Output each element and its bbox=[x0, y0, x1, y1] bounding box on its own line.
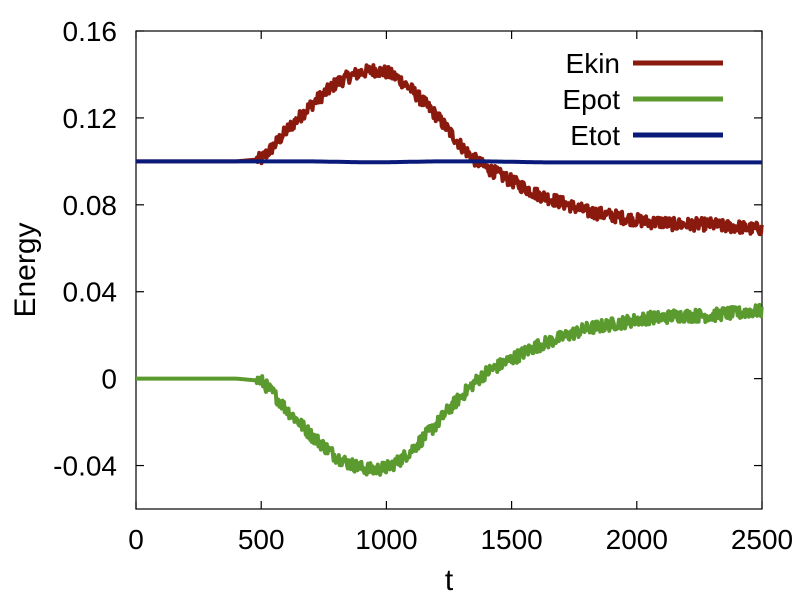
series-layer bbox=[134, 63, 764, 477]
y-tick-label: -0.04 bbox=[53, 451, 117, 482]
series-line-etot bbox=[136, 159, 762, 165]
legend: Ekin Epot Etot bbox=[562, 48, 723, 151]
x-tick-label: 500 bbox=[238, 524, 285, 555]
legend-label-etot: Etot bbox=[570, 120, 620, 151]
x-axis-label: t bbox=[445, 564, 454, 597]
x-tick-label: 0 bbox=[128, 524, 144, 555]
series-line-epot bbox=[134, 302, 764, 477]
y-tick-label: 0.04 bbox=[63, 277, 118, 308]
series-line-ekin bbox=[134, 63, 764, 237]
y-tick-label: 0 bbox=[101, 364, 117, 395]
legend-label-ekin: Ekin bbox=[566, 48, 620, 79]
x-tick-label: 2500 bbox=[731, 524, 793, 555]
y-axis-label: Energy bbox=[9, 222, 42, 317]
plot-frame bbox=[135, 30, 763, 510]
x-tick-label: 2000 bbox=[606, 524, 668, 555]
axis-ticks: 0 500 1000 1500 2000 2500 -0.04 0 0.04 0.08 0.12 0.… bbox=[53, 16, 793, 555]
x-tick-label: 1500 bbox=[480, 524, 542, 555]
y-tick-label: 0.12 bbox=[63, 103, 118, 134]
y-tick-label: 0.16 bbox=[63, 16, 118, 47]
y-tick-label: 0.08 bbox=[63, 190, 118, 221]
legend-label-epot: Epot bbox=[562, 84, 620, 115]
x-tick-label: 1000 bbox=[355, 524, 417, 555]
